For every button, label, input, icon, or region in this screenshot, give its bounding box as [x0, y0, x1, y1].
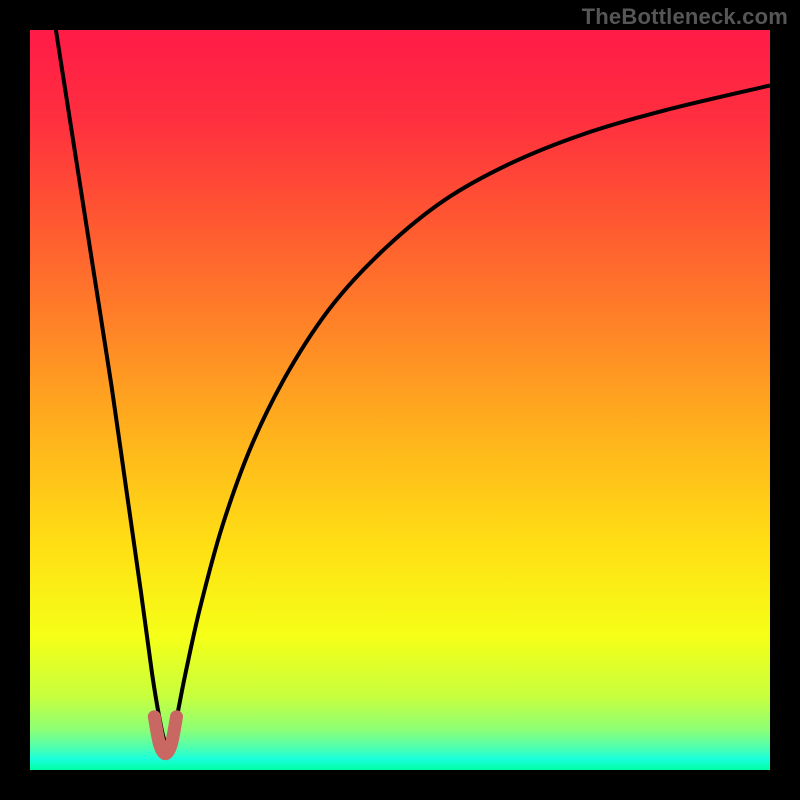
- plot-area: [30, 30, 770, 770]
- gradient-background: [30, 30, 770, 770]
- figure-container: TheBottleneck.com: [0, 0, 800, 800]
- watermark-text: TheBottleneck.com: [582, 4, 788, 30]
